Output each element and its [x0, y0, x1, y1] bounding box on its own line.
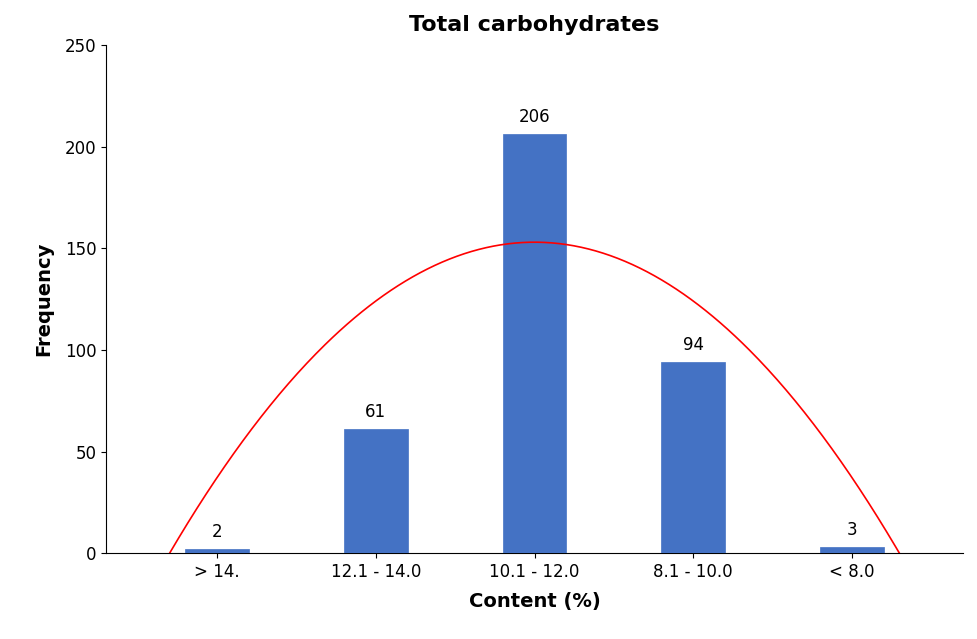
Bar: [660, 362, 724, 553]
Bar: [820, 547, 883, 553]
Bar: [502, 134, 566, 553]
Text: 61: 61: [364, 403, 386, 421]
Bar: [186, 550, 248, 553]
Text: 3: 3: [846, 521, 857, 539]
Bar: [344, 429, 407, 553]
Text: 2: 2: [212, 523, 222, 541]
Text: 94: 94: [682, 336, 703, 354]
Y-axis label: Frequency: Frequency: [34, 242, 54, 357]
Title: Total carbohydrates: Total carbohydrates: [409, 15, 659, 35]
X-axis label: Content (%): Content (%): [468, 592, 600, 612]
Text: 206: 206: [518, 108, 550, 127]
